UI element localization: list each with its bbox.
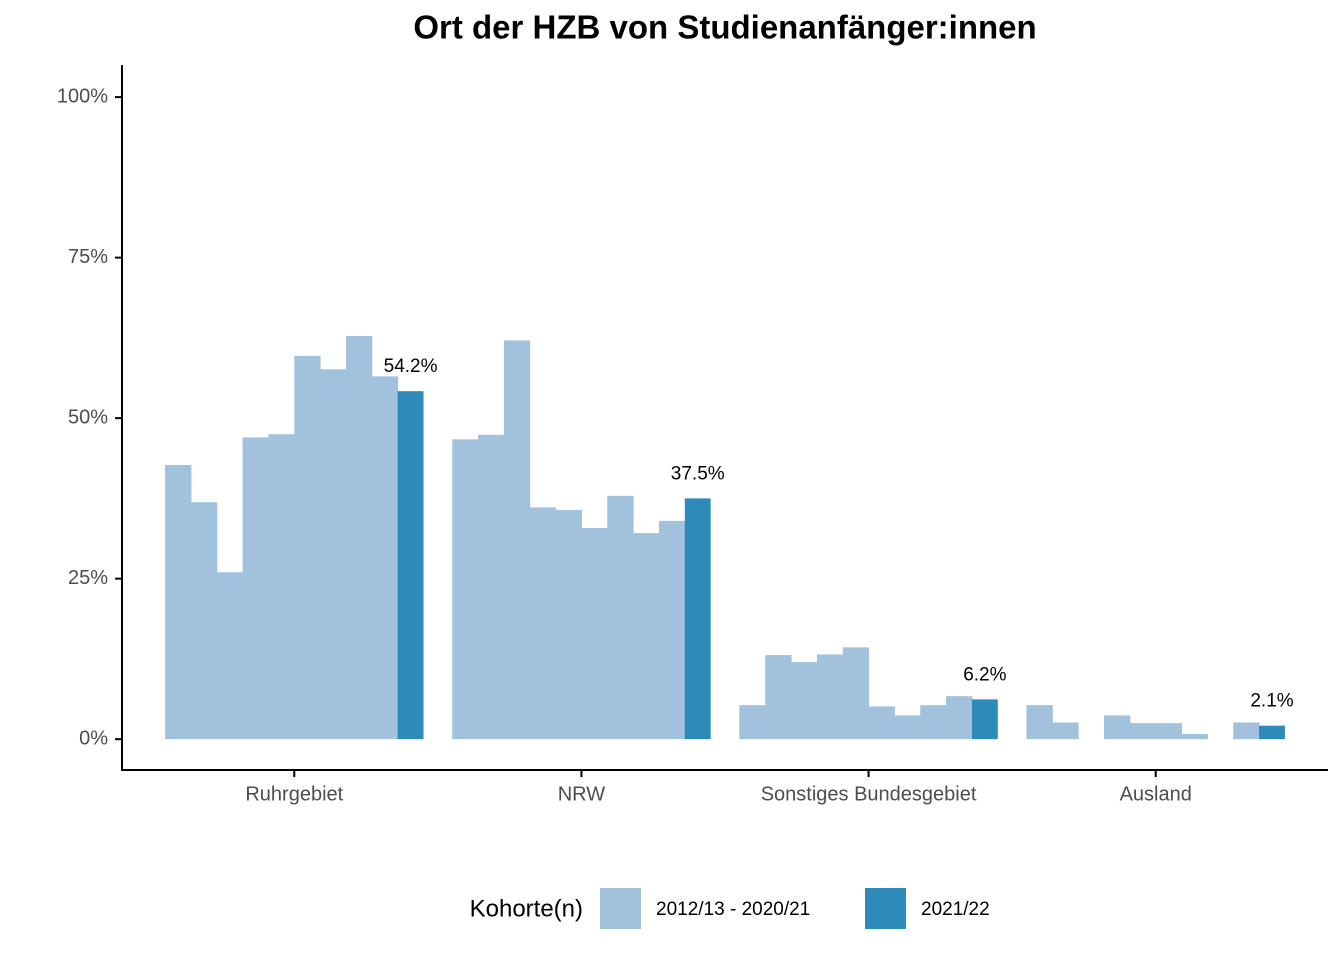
bar	[1026, 705, 1053, 740]
bar	[658, 520, 686, 740]
bar	[1129, 723, 1157, 740]
bar	[1181, 734, 1208, 740]
y-tick-label: 75%	[68, 246, 108, 268]
bar	[1259, 725, 1285, 740]
chart-title: Ort der HZB von Studienanfänger:innen	[413, 9, 1036, 46]
bar	[791, 662, 818, 740]
legend-title: Kohorte(n)	[470, 895, 583, 922]
bar	[555, 509, 582, 740]
value-label: 2.1%	[1250, 691, 1293, 712]
bar	[765, 655, 792, 740]
bar	[452, 439, 479, 740]
bar	[1233, 722, 1260, 740]
bar	[739, 705, 766, 740]
bar	[1104, 715, 1131, 740]
bar	[816, 654, 844, 740]
bar	[633, 533, 660, 740]
bar	[268, 434, 295, 740]
bar	[190, 502, 218, 740]
bar	[345, 335, 373, 740]
bar	[842, 647, 870, 740]
legend-swatch	[865, 888, 906, 929]
bar	[478, 434, 505, 740]
y-tick-label: 100%	[57, 85, 108, 107]
x-tick-label: Ruhrgebiet	[245, 783, 343, 805]
bar	[868, 706, 895, 740]
bar	[1052, 722, 1079, 740]
bar	[371, 376, 399, 740]
y-tick-label: 25%	[68, 567, 108, 589]
bar	[894, 715, 921, 740]
bar	[607, 495, 634, 740]
bar	[320, 369, 347, 740]
bar	[946, 696, 973, 740]
y-tick-label: 0%	[79, 727, 108, 749]
x-tick-label: Sonstiges Bundesgebiet	[761, 783, 977, 805]
x-tick-label: Ausland	[1120, 783, 1192, 805]
bar	[165, 465, 192, 740]
legend-label: 2012/13 - 2020/21	[656, 899, 810, 920]
bar	[920, 705, 947, 740]
bar	[294, 355, 321, 740]
bar	[1155, 723, 1183, 740]
bar	[684, 498, 711, 740]
value-label: 54.2%	[384, 356, 438, 377]
bar	[242, 437, 269, 740]
bar	[581, 527, 608, 740]
bar	[529, 507, 557, 740]
value-label: 37.5%	[671, 463, 725, 484]
legend-swatch	[600, 888, 641, 929]
bar	[397, 391, 424, 740]
x-tick-label: NRW	[558, 783, 606, 805]
bar	[216, 572, 244, 740]
value-label: 6.2%	[963, 664, 1006, 685]
legend-label: 2021/22	[921, 899, 990, 920]
bar	[503, 340, 531, 740]
y-tick-label: 50%	[68, 406, 108, 428]
bar	[971, 699, 998, 740]
